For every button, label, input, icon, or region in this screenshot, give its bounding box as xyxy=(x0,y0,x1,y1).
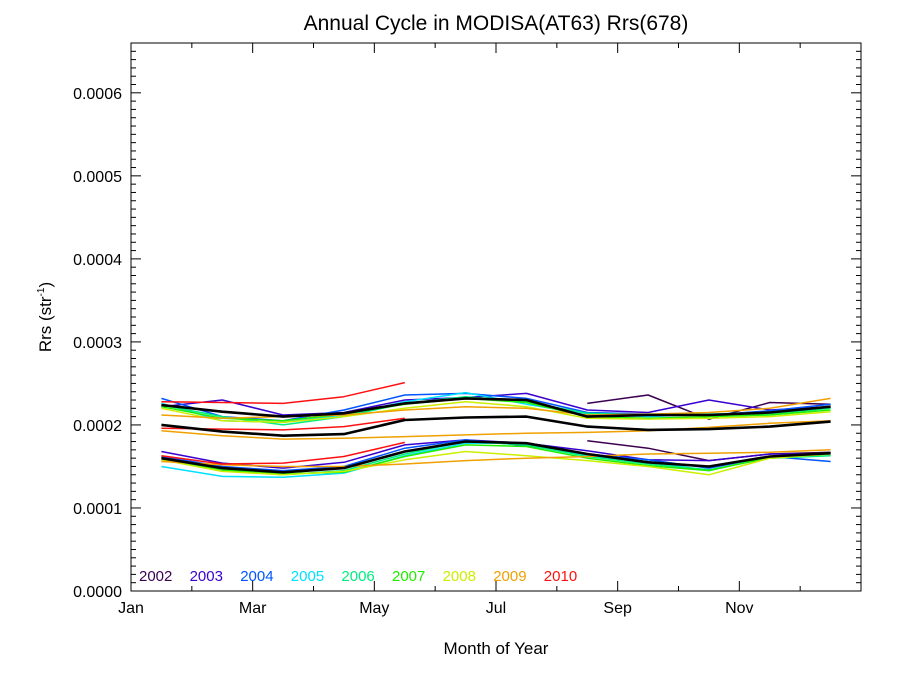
legend-entry: 2005 xyxy=(291,568,324,585)
series-line xyxy=(161,415,831,438)
y-tick-labels: 0.0000 0.0001 0.0002 0.0003 0.0004 0.0005 0.00… xyxy=(73,86,122,601)
series-line xyxy=(161,440,831,474)
series-line xyxy=(161,420,831,440)
series-line xyxy=(161,397,831,418)
legend-entry: 2002 xyxy=(139,568,172,585)
series-2009 xyxy=(161,397,831,468)
y-tick-label: 0.0004 xyxy=(73,252,122,269)
series-2008 xyxy=(161,400,831,476)
y-tick-label: 0.0001 xyxy=(73,501,122,518)
series-layer xyxy=(161,381,831,478)
series-climatology xyxy=(161,397,831,474)
x-tick-labels: Jan Mar May Jul Sep Nov xyxy=(118,600,753,617)
x-axis-label: Month of Year xyxy=(444,639,549,658)
y-tick-label: 0.0003 xyxy=(73,335,122,352)
x-tick-label: Mar xyxy=(239,600,267,617)
axis-ticks xyxy=(130,42,862,592)
x-tick-label: May xyxy=(359,600,389,617)
series-line xyxy=(161,449,831,468)
legend-entry: 2003 xyxy=(190,568,223,585)
y-axis-label-close: ) xyxy=(36,282,55,288)
x-tick-label: Sep xyxy=(603,600,632,617)
series-line xyxy=(161,444,831,475)
series-line xyxy=(161,441,405,465)
legend-entry: 2010 xyxy=(544,568,577,585)
plot-frame xyxy=(130,42,862,592)
legend-entry: 2009 xyxy=(493,568,526,585)
x-tick-label: Nov xyxy=(725,600,753,617)
x-tick-label: Jul xyxy=(486,600,506,617)
series-line xyxy=(161,400,831,424)
plot-area: 2002 2003 2004 2005 2006 2007 2008 2009 2010 xyxy=(130,42,862,592)
y-tick-label: 0.0005 xyxy=(73,169,122,186)
y-axis-label-text: Rrs (str xyxy=(36,296,55,352)
series-line xyxy=(587,394,831,420)
legend-entry: 2004 xyxy=(240,568,273,585)
chart-title: Annual Cycle in MODISA(AT63) Rrs(678) xyxy=(304,12,689,35)
legend-entry: 2007 xyxy=(392,568,425,585)
x-tick-label: Jan xyxy=(118,600,144,617)
y-tick-label: 0.0006 xyxy=(73,86,122,103)
series-line xyxy=(161,450,831,476)
y-axis-label: Rrs (str-1) xyxy=(36,282,55,352)
legend-entry: 2006 xyxy=(341,568,374,585)
legend-entry: 2008 xyxy=(443,568,476,585)
series-line xyxy=(161,381,405,405)
legend: 2002 2003 2004 2005 2006 2007 2008 2009 2010 xyxy=(139,568,577,585)
y-tick-label: 0.0002 xyxy=(73,418,122,435)
y-axis-label-superscript: -1 xyxy=(36,287,47,296)
series-2010 xyxy=(161,381,405,465)
y-tick-label: 0.0000 xyxy=(73,584,122,601)
